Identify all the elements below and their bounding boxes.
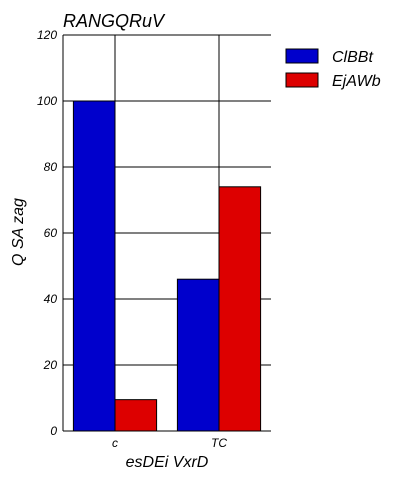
- bar-EjAWb-TC: [219, 187, 261, 431]
- legend-swatch-0: [286, 49, 318, 63]
- x-tick-labels: c TC: [112, 436, 227, 450]
- bar-EjAWb-c: [115, 400, 157, 431]
- y-tick-label-2: 40: [44, 292, 58, 306]
- y-tick-label-3: 60: [44, 226, 58, 240]
- bar-ClBBt-TC: [177, 279, 219, 431]
- y-tick-label-0: 0: [50, 424, 57, 438]
- legend-label-0: ClBBt: [332, 49, 373, 66]
- legend-swatch-1: [286, 73, 318, 87]
- y-tick-label-6: 120: [37, 28, 57, 42]
- y-tick-label-5: 100: [37, 94, 57, 108]
- legend-label-1: EjAWb: [332, 73, 381, 90]
- bars: [73, 101, 260, 431]
- bar-ClBBt-c: [73, 101, 115, 431]
- legend: ClBBt EjAWb: [286, 49, 381, 90]
- x-axis-label: esDEi VxrD: [126, 454, 209, 471]
- y-tick-label-4: 80: [44, 160, 58, 174]
- y-tick-label-1: 20: [43, 358, 58, 372]
- y-axis-label: Q SA zag: [10, 198, 27, 266]
- x-tick-label-1: TC: [211, 436, 227, 450]
- y-tick-labels: 0 20 40 60 80 100 120: [37, 28, 57, 438]
- x-tick-label-0: c: [112, 436, 118, 450]
- chart-title: RANGQRuV: [63, 11, 166, 31]
